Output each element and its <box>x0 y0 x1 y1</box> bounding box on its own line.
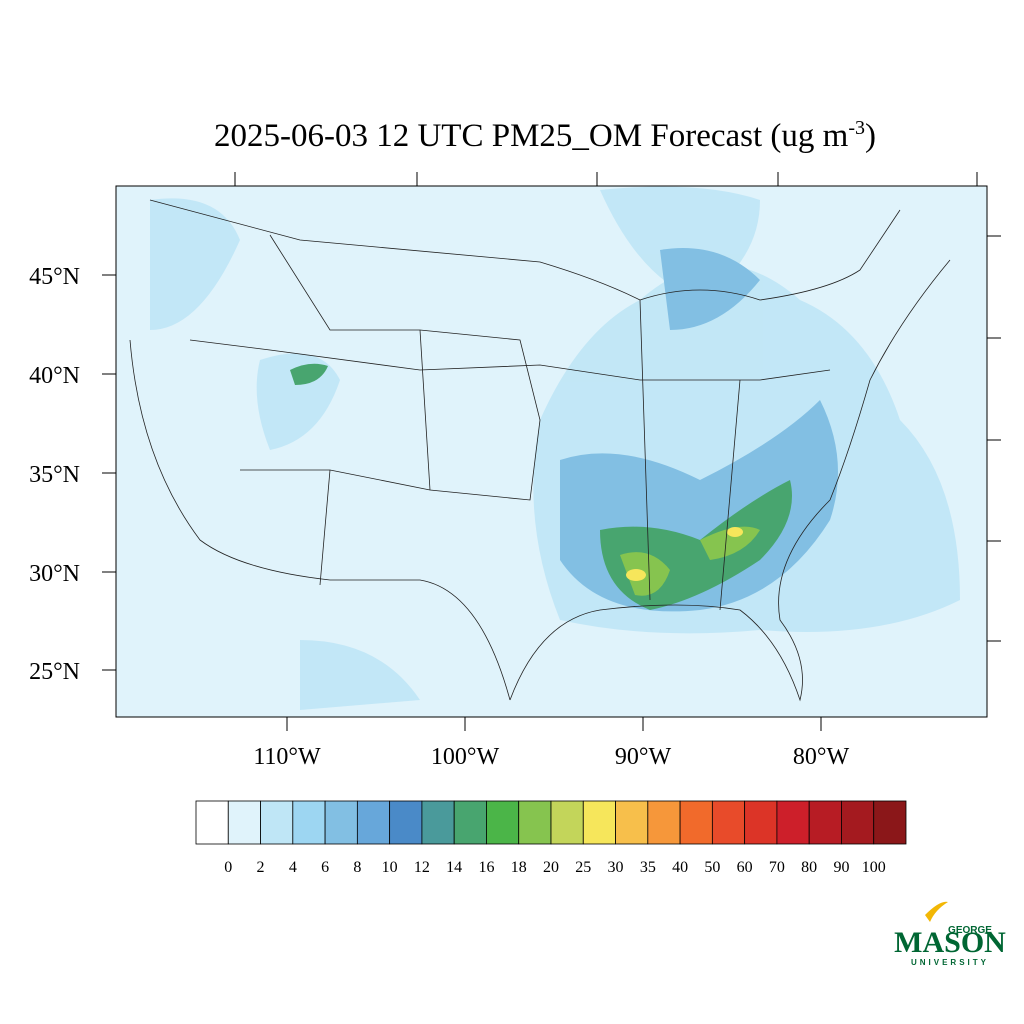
colorbar-label: 0 <box>224 859 232 876</box>
colorbar-box <box>550 800 584 845</box>
colorbar-label: 70 <box>769 859 785 876</box>
concentration-areas-max <box>626 527 743 581</box>
colorbar-label: 18 <box>511 859 527 876</box>
colorbar-label: 12 <box>414 859 430 876</box>
lon-label: 80°W <box>793 744 850 770</box>
colorbar-box <box>324 800 358 845</box>
colorbar-label: 8 <box>353 859 361 876</box>
colorbar-box <box>808 800 842 845</box>
colorbar-label: 60 <box>737 859 753 876</box>
colorbar-box <box>615 800 649 845</box>
logo-flame <box>925 901 948 922</box>
colorbar-label: 40 <box>672 859 688 876</box>
lon-label: 100°W <box>431 744 500 770</box>
colorbar-box <box>679 800 713 845</box>
lat-label: 35°N <box>29 462 80 488</box>
colorbar-box <box>776 800 810 845</box>
colorbar-label: 20 <box>543 859 559 876</box>
colorbar-label: 35 <box>640 859 656 876</box>
colorbar-box <box>195 800 229 845</box>
colorbar-box <box>292 800 326 845</box>
colorbar-box <box>841 800 875 845</box>
colorbar-box <box>711 800 746 845</box>
logo: GEORGE MASON UNIVERSITY <box>894 901 1006 967</box>
colorbar-box <box>260 800 294 845</box>
borders <box>129 199 951 702</box>
map-frame <box>115 185 988 718</box>
colorbar-label: 16 <box>478 859 494 876</box>
colorbar-box <box>582 800 616 845</box>
lon-label: 90°W <box>615 744 672 770</box>
colorbar-label: 2 <box>257 859 265 876</box>
colorbar-box <box>518 800 552 845</box>
colorbar-box <box>389 800 423 845</box>
colorbar-box <box>227 800 261 845</box>
title-superscript: -3 <box>848 117 865 139</box>
colorbar-box <box>647 800 681 845</box>
colorbar-box <box>421 800 455 845</box>
lat-label: 40°N <box>29 363 80 389</box>
map <box>102 172 1001 731</box>
colorbar-label: 6 <box>321 859 329 876</box>
title: 2025-06-03 12 UTC PM25_OM Forecast (ug m… <box>214 117 876 154</box>
colorbar-label: 4 <box>289 859 297 876</box>
colorbar-label: 100 <box>862 859 886 876</box>
logo-main: MASON <box>894 926 1006 959</box>
logo-bottom: UNIVERSITY <box>911 958 989 967</box>
colorbar-label: 80 <box>801 859 817 876</box>
lat-label: 25°N <box>29 659 80 685</box>
colorbar-label: 25 <box>575 859 591 876</box>
colorbar-label: 10 <box>382 859 398 876</box>
colorbar-label: 14 <box>446 859 462 876</box>
colorbar-box <box>873 800 907 845</box>
lon-label: 110°W <box>253 744 321 770</box>
title-text: 2025-06-03 12 UTC PM25_OM Forecast (ug m <box>214 118 849 154</box>
colorbar-box <box>486 800 520 845</box>
colorbar-label: 30 <box>608 859 624 876</box>
colorbar-label: 90 <box>833 859 849 876</box>
colorbar-box <box>744 800 778 845</box>
logo-top: GEORGE <box>948 925 992 936</box>
frame-ticks <box>102 172 1001 731</box>
colorbar-label: 50 <box>704 859 720 876</box>
title-suffix: ) <box>865 118 876 154</box>
lat-label: 30°N <box>29 561 80 587</box>
colorbar-box <box>453 800 487 845</box>
colorbar-box <box>356 800 391 845</box>
lat-label: 45°N <box>29 264 80 290</box>
